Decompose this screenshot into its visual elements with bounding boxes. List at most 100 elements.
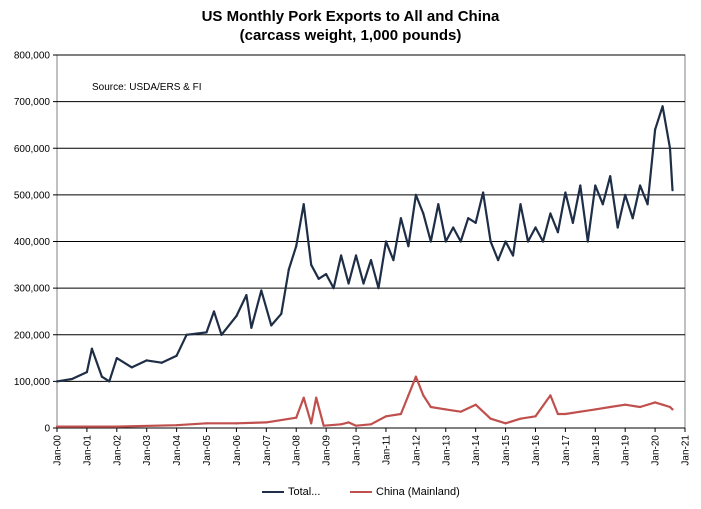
- data-point-china: [205, 422, 208, 425]
- data-point-total: [295, 245, 298, 248]
- data-point-total: [384, 240, 388, 243]
- data-point-total: [429, 240, 432, 243]
- data-point-total: [287, 268, 290, 271]
- legend-item-total: Total...: [262, 486, 320, 498]
- legend-swatch-total: [262, 491, 284, 493]
- data-point-total: [205, 331, 208, 334]
- data-point-china: [519, 417, 522, 420]
- data-point-total: [671, 189, 674, 192]
- data-point-total: [235, 315, 238, 318]
- legend: Total... China (Mainland): [0, 486, 701, 502]
- x-tick-label: Jan-05: [202, 435, 213, 466]
- series-line-china: [57, 375, 674, 428]
- data-point-total: [369, 259, 373, 262]
- y-tick-label: 0: [44, 424, 50, 435]
- data-point-china: [504, 422, 507, 425]
- data-point-total: [220, 333, 223, 336]
- data-point-total: [354, 254, 358, 257]
- data-point-china: [639, 405, 642, 409]
- data-point-china: [534, 415, 537, 418]
- data-point-china: [556, 412, 560, 416]
- x-tick-label: Jan-17: [561, 435, 572, 466]
- data-point-total: [145, 359, 148, 362]
- data-point-china: [407, 394, 410, 397]
- data-point-total: [586, 240, 589, 243]
- data-point-china: [339, 423, 343, 426]
- data-point-total: [130, 366, 133, 369]
- data-point-china: [369, 423, 373, 426]
- data-point-total: [347, 282, 350, 285]
- data-point-total: [100, 375, 103, 378]
- data-point-total: [556, 231, 560, 234]
- x-tick-label: Jan-16: [531, 435, 542, 466]
- data-point-total: [407, 245, 410, 248]
- x-tick-label: Jan-20: [651, 435, 662, 466]
- data-point-total: [579, 184, 582, 187]
- data-point-total: [601, 203, 604, 206]
- data-point-total: [437, 203, 440, 206]
- data-point-china: [422, 394, 425, 397]
- data-point-total: [653, 128, 657, 131]
- data-point-china: [579, 410, 582, 413]
- data-point-total: [70, 377, 74, 381]
- data-point-total: [571, 221, 574, 224]
- data-point-china: [489, 417, 492, 420]
- data-point-china: [414, 375, 417, 378]
- data-point-china: [115, 425, 118, 428]
- x-tick-label: Jan-11: [381, 435, 392, 465]
- data-point-china: [399, 412, 403, 416]
- legend-swatch-china: [350, 491, 372, 493]
- y-tick-label: 700,000: [14, 97, 51, 108]
- data-point-total: [175, 354, 178, 357]
- data-point-china: [474, 403, 477, 406]
- x-tick-label: Jan-10: [352, 435, 363, 466]
- data-point-total: [260, 289, 263, 292]
- data-point-total: [467, 217, 470, 220]
- data-point-total: [302, 203, 305, 206]
- data-point-china: [384, 415, 388, 418]
- source-note: Source: USDA/ERS & FI: [92, 82, 201, 93]
- data-point-total: [624, 193, 627, 196]
- y-tick-label: 500,000: [14, 190, 51, 201]
- data-point-china: [459, 410, 462, 413]
- data-point-total: [504, 240, 507, 243]
- data-point-total: [90, 347, 93, 350]
- data-point-total: [392, 259, 395, 262]
- data-point-total: [250, 326, 253, 329]
- data-point-china: [235, 422, 238, 425]
- x-tick-label: Jan-01: [82, 435, 93, 466]
- data-point-china: [55, 425, 59, 428]
- y-tick-label: 400,000: [14, 237, 51, 248]
- legend-item-china: China (Mainland): [350, 486, 460, 498]
- data-point-total: [115, 356, 118, 360]
- data-point-total: [332, 287, 335, 290]
- legend-label-total: Total...: [288, 486, 321, 498]
- data-point-total: [339, 254, 343, 257]
- data-point-total: [489, 240, 492, 243]
- data-point-china: [265, 421, 268, 424]
- data-point-total: [594, 184, 597, 187]
- data-point-total: [511, 254, 515, 257]
- data-point-total: [414, 193, 417, 196]
- data-point-china: [295, 416, 298, 419]
- data-point-total: [631, 217, 634, 220]
- y-tick-label: 300,000: [14, 284, 51, 295]
- series-line-total: [56, 105, 674, 383]
- data-point-total: [377, 287, 380, 290]
- x-tick-label: Jan-08: [292, 435, 303, 466]
- data-point-china: [310, 422, 313, 425]
- data-point-china: [549, 394, 552, 397]
- data-point-china: [322, 424, 325, 427]
- data-point-total: [541, 240, 545, 243]
- data-point-total: [474, 221, 477, 224]
- chart-subtitle: (carcass weight, 1,000 pounds): [239, 27, 462, 44]
- data-point-total: [639, 184, 642, 187]
- data-point-china: [444, 408, 447, 411]
- data-point-china: [564, 412, 567, 416]
- chart-title: US Monthly Pork Exports to All and China: [201, 8, 500, 25]
- x-tick-label: Jan-06: [232, 435, 243, 466]
- data-point-total: [212, 310, 216, 313]
- x-tick-label: Jan-04: [172, 435, 183, 466]
- data-point-total: [55, 380, 59, 383]
